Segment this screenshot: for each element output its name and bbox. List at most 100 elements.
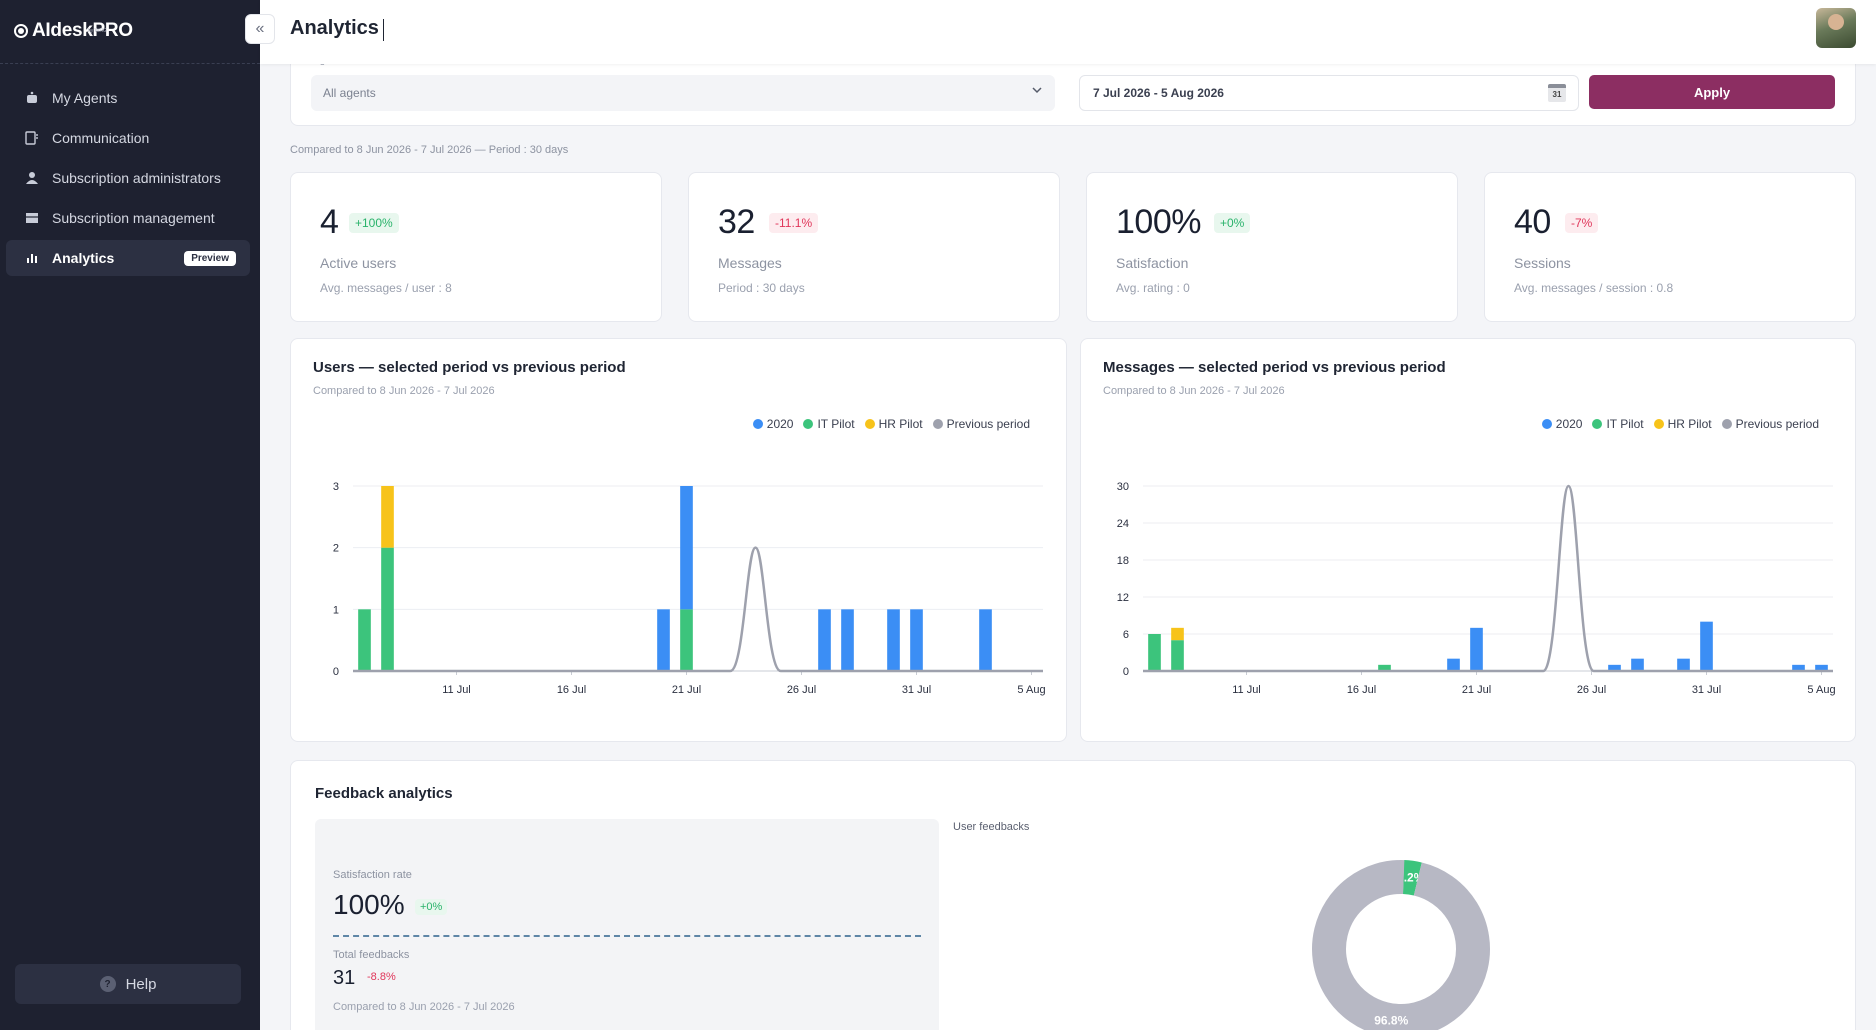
- legend-item-previous-period[interactable]: Previous period: [1721, 417, 1819, 431]
- total-feedbacks-label: Total feedbacks: [333, 949, 410, 961]
- date-range-input[interactable]: 7 Jul 2026 - 5 Aug 2026 31: [1079, 75, 1579, 111]
- legend-item-2020[interactable]: 2020: [752, 417, 793, 431]
- bar-hr-pilot: [381, 486, 394, 548]
- x-tick-label: 26 Jul: [787, 684, 816, 696]
- sidebar-item-label: Subscription management: [52, 210, 215, 226]
- kpi-label: Satisfaction: [1116, 255, 1189, 271]
- x-tick-label: 16 Jul: [557, 684, 586, 696]
- legend-label: HR Pilot: [1667, 417, 1712, 431]
- chart-legend: 2020 IT Pilot HR Pilot Previous period: [1541, 417, 1819, 431]
- bar-2020: [1792, 664, 1805, 671]
- legend-item-it-pilot[interactable]: IT Pilot: [803, 417, 855, 431]
- legend-item-hr-pilot[interactable]: HR Pilot: [864, 417, 923, 431]
- sidebar-item-communication[interactable]: Communication: [6, 120, 250, 156]
- y-tick-label: 1: [333, 604, 339, 616]
- legend-dot: [1592, 419, 1603, 429]
- legend-label: IT Pilot: [1606, 417, 1644, 431]
- sidebar-item-subscription-administrators[interactable]: Subscription administrators: [6, 160, 250, 196]
- kpi-delta-badge: +100%: [349, 213, 399, 233]
- legend-item-2020[interactable]: 2020: [1541, 417, 1583, 431]
- legend-dot: [864, 419, 875, 429]
- sidebar-item-subscription-management[interactable]: Subscription management: [6, 200, 250, 236]
- legend-dot: [1653, 419, 1664, 429]
- user-avatar[interactable]: [1816, 8, 1856, 48]
- kpi-delta-badge: +0%: [1214, 213, 1251, 233]
- donut-slice-label: 96.8%: [1374, 1013, 1408, 1027]
- donut-slice: [1312, 860, 1490, 1030]
- legend-item-hr-pilot[interactable]: HR Pilot: [1653, 417, 1712, 431]
- chart-legend: 2020 IT Pilot HR Pilot Previous period: [752, 417, 1030, 431]
- y-tick-label: 18: [1117, 555, 1129, 567]
- sidebar-item-analytics[interactable]: Analytics Preview: [6, 240, 250, 276]
- previous-period-line: [1143, 484, 1833, 673]
- collapse-sidebar-button[interactable]: «: [245, 14, 275, 44]
- app-logo[interactable]: AIdeskPRO: [14, 14, 133, 48]
- feedback-compare-note: Compared to 8 Jun 2026 - 7 Jul 2026: [333, 1001, 515, 1013]
- legend-label: Previous period: [946, 417, 1030, 431]
- agent-select-value: All agents: [323, 86, 376, 100]
- x-tick-label: 5 Aug: [1017, 684, 1045, 696]
- bar-chart-icon: [24, 250, 40, 266]
- legend-dot: [752, 419, 763, 429]
- legend-label: 2020: [1555, 417, 1583, 431]
- kpi-sub: Period : 30 days: [718, 281, 805, 295]
- legend-item-previous-period[interactable]: Previous period: [932, 417, 1030, 431]
- x-tick-label: 16 Jul: [1347, 684, 1376, 696]
- bar-2020: [1815, 664, 1828, 671]
- bar-2020: [1447, 658, 1460, 671]
- user-feedbacks-donut: 3.2%96.8%: [1312, 860, 1490, 1030]
- x-tick-label: 21 Jul: [672, 684, 701, 696]
- messages-chart-card: Messages — selected period vs previous p…: [1080, 338, 1856, 742]
- y-tick-label: 24: [1117, 518, 1129, 530]
- y-tick-label: 30: [1117, 481, 1129, 493]
- question-icon: ?: [99, 976, 116, 992]
- bar-2020: [1700, 621, 1713, 671]
- kpi-value: 40: [1514, 203, 1551, 241]
- kpi-sub: Avg. messages / user : 8: [320, 281, 452, 295]
- help-button[interactable]: ? Help: [15, 964, 241, 1004]
- sidebar-item-label: Communication: [52, 130, 150, 146]
- bar-2020: [841, 609, 854, 671]
- sidebar-item-my-agents[interactable]: My Agents: [6, 80, 250, 116]
- sidebar-item-label: Subscription administrators: [52, 170, 221, 186]
- satisfaction-rate-value: 100%: [333, 889, 405, 920]
- legend-label: Previous period: [1735, 417, 1819, 431]
- chart-title: Messages — selected period vs previous p…: [1103, 359, 1446, 376]
- feedback-title: Feedback analytics: [315, 785, 453, 802]
- y-tick-label: 2: [333, 543, 339, 555]
- apply-button[interactable]: Apply: [1589, 75, 1835, 109]
- kpi-label: Sessions: [1514, 255, 1571, 271]
- x-tick-label: 21 Jul: [1462, 684, 1491, 696]
- satisfaction-rate-delta: +0%: [415, 899, 448, 915]
- logo-subtitle: by WRG: [88, 28, 107, 34]
- bar-hr-pilot: [1171, 627, 1184, 641]
- x-tick-label: 11 Jul: [1232, 684, 1261, 696]
- kpi-card-active-users: 4 +100% Active users Avg. messages / use…: [290, 172, 662, 322]
- kpi-label: Active users: [320, 255, 397, 271]
- chat-icon: [24, 130, 40, 146]
- bar-it-pilot: [358, 609, 371, 671]
- y-tick-label: 12: [1117, 592, 1129, 604]
- agent-select[interactable]: All agents: [311, 75, 1055, 111]
- sidebar-divider: [0, 63, 260, 64]
- calendar-icon[interactable]: 31: [1548, 84, 1566, 102]
- chevron-down-icon: [1031, 84, 1043, 99]
- messages-chart-plot: 0 6 12 18 24 30 11 Jul 16 Jul 21 Jul 26 Jul 31 Jul…: [1117, 481, 1836, 696]
- x-tick-label: 11 Jul: [442, 684, 471, 696]
- bar-2020: [680, 486, 693, 610]
- feedback-divider: [333, 935, 921, 937]
- legend-dot: [803, 419, 814, 429]
- help-label: Help: [125, 975, 157, 993]
- preview-badge: Preview: [184, 250, 236, 266]
- chart-title: Users — selected period vs previous peri…: [313, 359, 626, 376]
- date-range-value: 7 Jul 2026 - 5 Aug 2026: [1093, 86, 1224, 100]
- robot-icon: [24, 90, 40, 106]
- sidebar-item-label: Analytics: [52, 250, 115, 266]
- user-icon: [24, 170, 40, 186]
- bar-2020: [657, 609, 670, 671]
- sidebar-item-label: My Agents: [52, 90, 118, 106]
- bar-2020: [1608, 664, 1621, 671]
- bar-2020: [1470, 627, 1483, 671]
- legend-item-it-pilot[interactable]: IT Pilot: [1592, 417, 1644, 431]
- kpi-delta-badge: -7%: [1565, 213, 1599, 233]
